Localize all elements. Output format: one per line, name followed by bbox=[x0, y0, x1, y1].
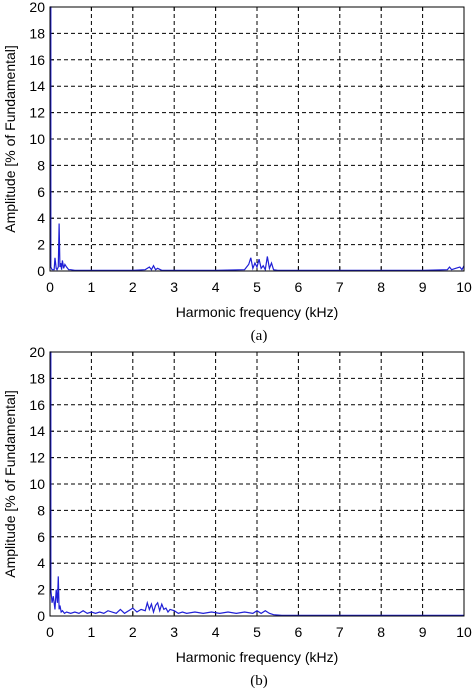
chart-b-ytick-label: 6 bbox=[37, 529, 45, 545]
chart-a-caption: (a) bbox=[251, 328, 268, 344]
chart-b-ytick-label: 8 bbox=[37, 502, 45, 518]
chart-a-ytick-label: 16 bbox=[29, 52, 45, 68]
chart-b-ytick-label: 14 bbox=[29, 423, 45, 439]
chart-b-xtick-label: 1 bbox=[88, 624, 96, 640]
chart-a-ytick-label: 4 bbox=[37, 210, 45, 226]
chart-a-xtick-label: 2 bbox=[129, 279, 137, 295]
chart-a-xtick-label: 5 bbox=[253, 279, 261, 295]
chart-b-xtick-label: 2 bbox=[129, 624, 137, 640]
chart-b-ytick-label: 0 bbox=[37, 608, 45, 624]
chart-b-xtick-label: 9 bbox=[419, 624, 427, 640]
chart-b-xtick-label: 5 bbox=[253, 624, 261, 640]
chart-b-xtick-label: 7 bbox=[336, 624, 344, 640]
chart-a-ytick-label: 6 bbox=[37, 184, 45, 200]
chart-b-ylabel: Amplitude [% of Fundamental] bbox=[2, 390, 18, 578]
chart-b-ytick-label: 20 bbox=[29, 345, 45, 360]
chart-a-xtick-label: 4 bbox=[212, 279, 220, 295]
chart-panel-b: 0 1 2 3 4 5 6 7 8 9 10 0 2 4 6 8 10 12 14 16 18 20 Harmonic fr… bbox=[0, 345, 474, 690]
chart-b-xtick-label: 4 bbox=[212, 624, 220, 640]
chart-a-xtick-label: 3 bbox=[170, 279, 178, 295]
chart-a-xlabel: Harmonic frequency (kHz) bbox=[176, 304, 339, 320]
chart-b-xtick-label: 6 bbox=[295, 624, 303, 640]
chart-b-ytick-label: 2 bbox=[37, 582, 45, 598]
chart-b-xtick-label: 3 bbox=[170, 624, 178, 640]
chart-a-ytick-label: 14 bbox=[29, 78, 45, 94]
chart-b-xtick-label: 0 bbox=[46, 624, 54, 640]
chart-a-xtick-label: 7 bbox=[336, 279, 344, 295]
chart-a-ytick-label: 0 bbox=[37, 263, 45, 279]
chart-a-xtick-label: 6 bbox=[295, 279, 303, 295]
chart-a-frame bbox=[49, 6, 465, 272]
chart-panel-a: 0 1 2 3 4 5 6 7 8 9 10 0 2 4 6 8 10 12 14 16 18 20 Harmonic fr… bbox=[2, 0, 472, 344]
chart-b-frame bbox=[49, 351, 465, 617]
chart-b-xtick-label: 10 bbox=[456, 624, 472, 640]
chart-b-series-line bbox=[50, 351, 464, 616]
chart-a-ytick-label: 2 bbox=[37, 237, 45, 253]
chart-b-ytick-label: 18 bbox=[29, 370, 45, 386]
chart-a-xtick-label: 0 bbox=[46, 279, 54, 295]
chart-b-caption: (b) bbox=[250, 673, 268, 689]
chart-b-xlabel: Harmonic frequency (kHz) bbox=[176, 649, 339, 665]
chart-b-ytick-label: 12 bbox=[29, 450, 45, 466]
chart-a-ytick-label: 10 bbox=[29, 131, 45, 147]
chart-a-ytick-label: 18 bbox=[29, 25, 45, 41]
chart-a-xtick-label: 9 bbox=[419, 279, 427, 295]
chart-b-xtick-label: 8 bbox=[377, 624, 385, 640]
chart-a-ytick-label: 12 bbox=[29, 105, 45, 121]
chart-b-ytick-label: 4 bbox=[37, 555, 45, 571]
chart-a-xtick-label: 8 bbox=[377, 279, 385, 295]
chart-a-series-line bbox=[50, 6, 465, 272]
chart-a-ytick-label: 8 bbox=[37, 157, 45, 173]
chart-b-ytick-label: 10 bbox=[29, 476, 45, 492]
chart-a-ylabel: Amplitude [% of Fundamental] bbox=[2, 45, 18, 233]
chart-a-xtick-label: 10 bbox=[456, 279, 472, 295]
chart-a-xtick-label: 1 bbox=[88, 279, 96, 295]
chart-a-ytick-label: 20 bbox=[29, 0, 45, 15]
chart-b-ytick-label: 16 bbox=[29, 397, 45, 413]
